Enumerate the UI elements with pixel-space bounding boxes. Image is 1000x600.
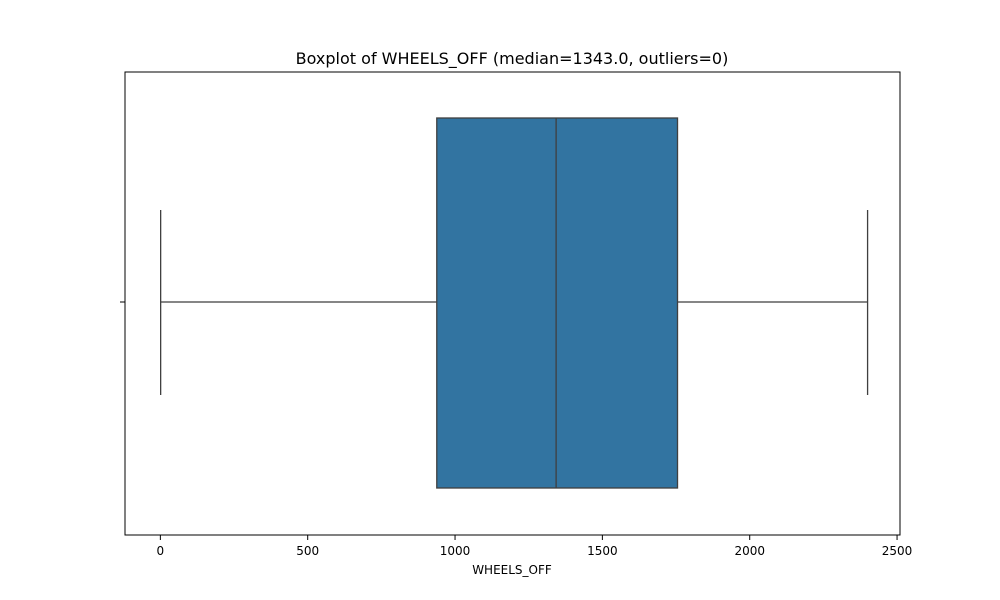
x-tick-label: 500 <box>296 544 319 558</box>
iqr-box <box>436 117 679 489</box>
x-tick-label: 2000 <box>734 544 765 558</box>
box-group <box>160 117 869 489</box>
x-tick-label: 2500 <box>882 544 913 558</box>
x-tick-label: 0 <box>157 544 165 558</box>
x-axis-ticks: 0 500 1000 1500 2000 2500 <box>157 535 913 558</box>
x-axis-label: WHEELS_OFF <box>472 563 552 577</box>
chart-title: Boxplot of WHEELS_OFF (median=1343.0, ou… <box>296 49 729 69</box>
x-tick-label: 1000 <box>440 544 471 558</box>
plot-frame <box>124 71 901 536</box>
x-tick-label: 1500 <box>587 544 618 558</box>
